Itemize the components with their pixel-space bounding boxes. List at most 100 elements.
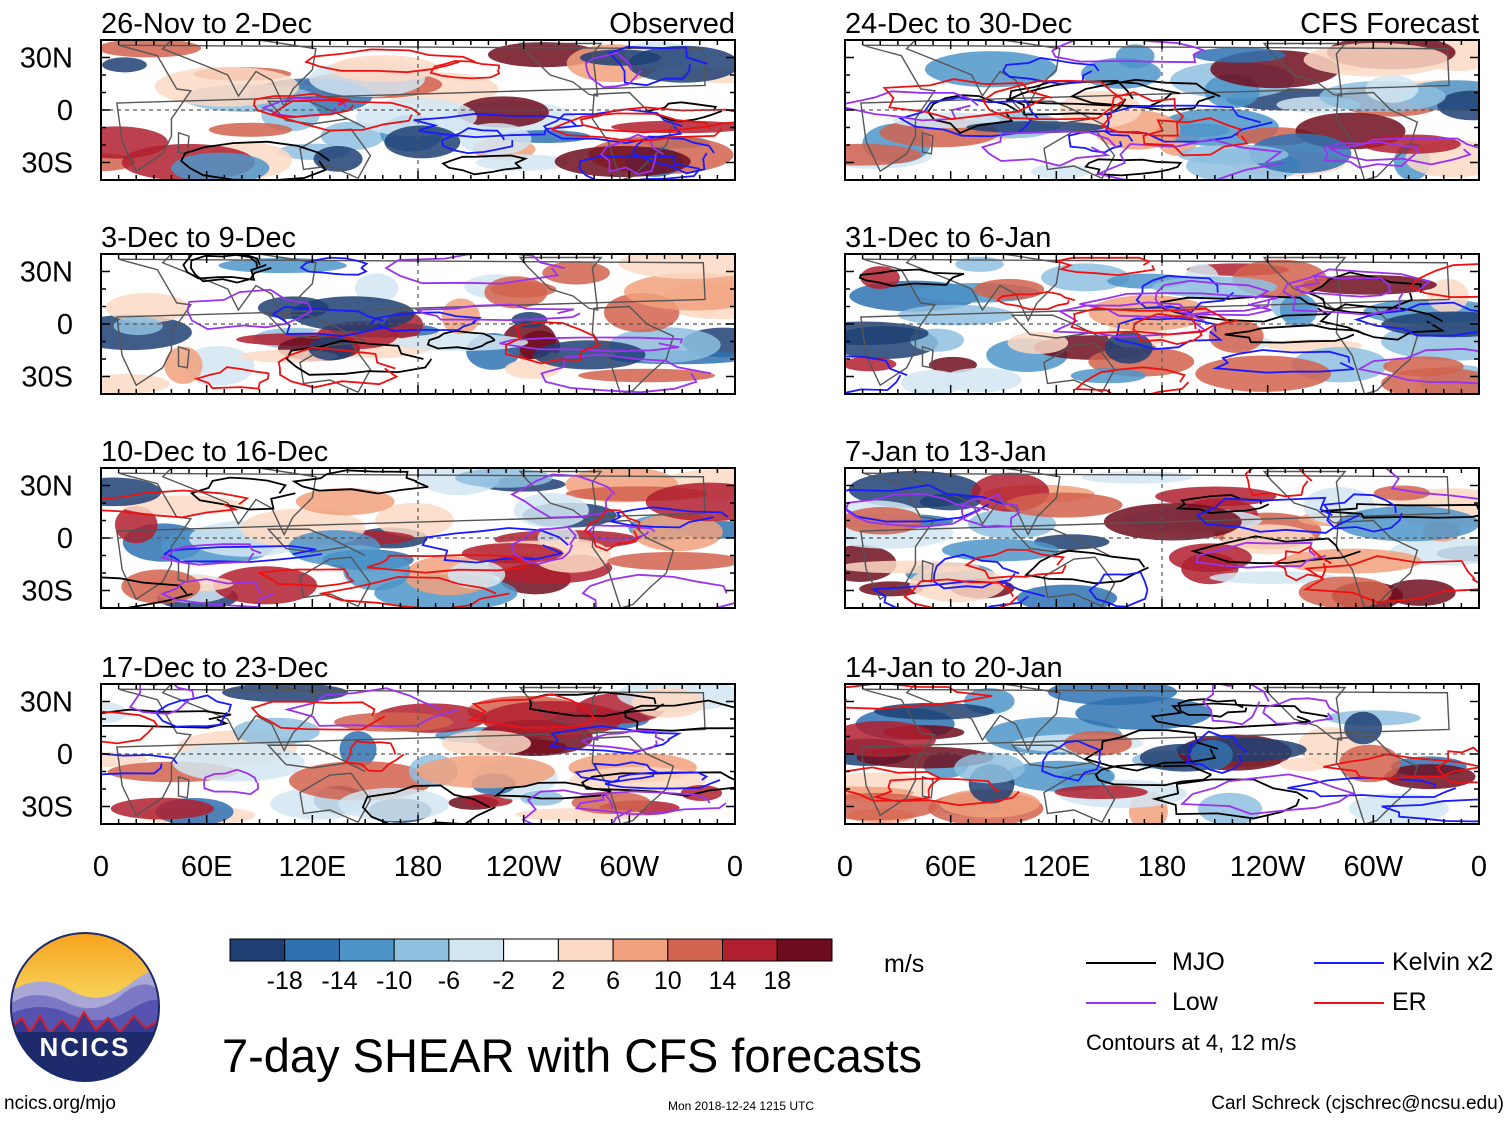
land-outline [299, 342, 372, 394]
shear-cell [375, 502, 454, 538]
contour-er [1409, 263, 1479, 299]
contour-kelvin-x2 [1185, 730, 1248, 774]
colorbar-box [229, 938, 286, 962]
panel-title: 10-Dec to 16-Dec [101, 436, 328, 468]
panel-right-2: 7-Jan to 13-Jan [844, 436, 1480, 609]
shear-cell [1249, 133, 1352, 174]
lon-label: 120W [1230, 851, 1306, 883]
shear-cell [355, 97, 477, 137]
shear-cell [1302, 275, 1437, 295]
contour-er [504, 320, 602, 365]
contour-er [995, 290, 1076, 311]
land-outline [905, 254, 1061, 323]
contour-low [1079, 292, 1279, 319]
contour-er [871, 777, 1020, 807]
contour-low [1201, 684, 1270, 726]
shear-cell [928, 356, 977, 373]
colorbar-box [338, 938, 395, 962]
shear-cell [447, 560, 506, 589]
shear-cell [873, 702, 995, 720]
land-outline [177, 345, 190, 369]
shear-cell [1365, 75, 1419, 103]
land-outline [266, 744, 366, 773]
colorbar: -18 -14 -10 -6 -2 2 6 10 14 18 [229, 938, 833, 995]
lat-label: 30S [21, 148, 73, 180]
figure-title: 7-day SHEAR with CFS forecasts [222, 1029, 922, 1082]
contour-low [521, 789, 633, 824]
shear-cell [233, 717, 320, 745]
shear-cell [458, 122, 532, 156]
lat-label: 30N [20, 471, 73, 503]
contour-low [580, 729, 665, 752]
colorbar-box [667, 938, 724, 962]
contour-er [318, 576, 510, 608]
contour-low [1180, 773, 1356, 815]
lat-label: 0 [57, 523, 73, 555]
land-outline [921, 131, 934, 155]
panel-right-3: 14-Jan to 20-Jan 0 60E 120E 180 120W 60W 0 [837, 652, 1487, 883]
contour-er [549, 112, 723, 142]
land-outline [116, 688, 706, 817]
contour-kelvin-x2 [370, 311, 483, 332]
shear-cell [121, 569, 201, 604]
panel-left-0: 26-Nov to 2-Dec Observed 30N 0 30S [20, 8, 736, 181]
legend-line-kelvin [1314, 962, 1384, 964]
contour-er [1142, 117, 1249, 157]
contour-low [128, 684, 195, 715]
shear-cell [384, 125, 461, 159]
panel-left-1: 3-Dec to 9-Dec 30N 0 30S [20, 222, 736, 395]
contour-mjo [1160, 295, 1331, 323]
shear-cell [966, 121, 1105, 134]
panel-right-0: 24-Dec to 30-Dec CFS Forecast [844, 8, 1480, 181]
contour-low [584, 51, 642, 89]
logo-text: NCICS [40, 1032, 131, 1062]
lat-label: 0 [57, 309, 73, 341]
shear-cell [102, 57, 147, 73]
shear-cell [101, 40, 202, 58]
contour-mjo [189, 254, 272, 284]
contour-mjo [426, 329, 496, 351]
shear-cell [554, 145, 691, 178]
contour-er [256, 568, 355, 588]
contour-mjo [858, 268, 965, 287]
shear-cell [845, 560, 980, 574]
contour-kelvin-x2 [1287, 776, 1457, 798]
contour-mjo [1320, 503, 1479, 519]
contour-er [845, 766, 942, 802]
shear-cell [338, 787, 449, 822]
contour-er [1053, 256, 1156, 277]
colorbar-label: 6 [606, 967, 620, 995]
shear-cell [1279, 757, 1330, 772]
shear-cell [313, 146, 363, 172]
contour-kelvin-x2 [1135, 274, 1234, 314]
contour-mjo [1190, 535, 1361, 565]
colorbar-label: -14 [321, 967, 357, 995]
shear-cell [1081, 471, 1193, 484]
contour-mjo [1069, 78, 1221, 112]
contour-kelvin-x2 [845, 484, 1006, 523]
land-outline [591, 519, 675, 608]
contour-er [1100, 91, 1184, 137]
lat-label: 30S [21, 362, 73, 394]
shear-cell [1063, 730, 1132, 756]
lat-label: 30S [21, 576, 73, 608]
contour-kelvin-x2 [1088, 571, 1149, 608]
contour-kelvin-x2 [1212, 349, 1355, 374]
contour-low [1282, 268, 1432, 316]
shear-cell [334, 712, 454, 732]
land-outline [116, 44, 706, 173]
contour-er [269, 99, 422, 132]
contour-er [467, 693, 598, 729]
contour-er [304, 48, 476, 74]
legend-label-mjo: MJO [1172, 948, 1225, 976]
lon-label: 60W [1344, 851, 1404, 883]
colorbar-label: 10 [654, 967, 682, 995]
land-outline [299, 556, 372, 608]
shear-cell [354, 273, 399, 304]
panel-source-tag: Observed [609, 8, 735, 40]
land-outline [860, 472, 1450, 601]
land-outline [299, 772, 372, 824]
contour-er [845, 684, 993, 710]
land-outline [1335, 519, 1419, 608]
land-outline [266, 100, 366, 129]
